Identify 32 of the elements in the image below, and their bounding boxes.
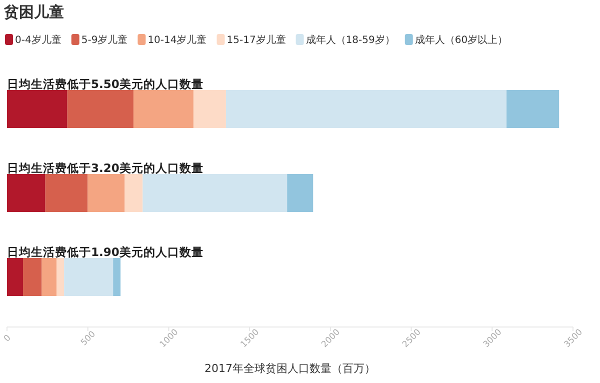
legend-label: 5-9岁儿童 (81, 34, 128, 46)
bar (45, 174, 88, 212)
bar (287, 174, 314, 212)
bar (64, 258, 114, 296)
bar (133, 90, 194, 128)
chart-title: 贫困儿童 (3, 3, 64, 21)
y-tick-label: 日均生活费低于5.50美元的人口数量 (7, 77, 204, 91)
y-tick-label: 日均生活费低于3.20美元的人口数量 (7, 161, 204, 175)
legend-item: 15-17岁儿童 (216, 34, 286, 46)
legend-item: 成年人（60岁以上） (404, 34, 508, 46)
bar (226, 90, 507, 128)
bar (113, 258, 121, 296)
bar (124, 174, 143, 212)
legend-item: 0-4岁儿童 (5, 34, 62, 46)
x-axis-title: 2017年全球贫困人口数量（百万） (204, 362, 376, 375)
bar (56, 258, 64, 296)
legend-label: 0-4岁儿童 (15, 34, 62, 46)
bar (193, 90, 226, 128)
bar (7, 90, 68, 128)
legend-item: 10-14岁儿童 (138, 34, 207, 46)
bar (88, 174, 125, 212)
bar (7, 258, 24, 296)
legend-item: 5-9岁儿童 (71, 34, 128, 46)
bar (67, 90, 134, 128)
y-tick-label: 日均生活费低于1.90美元的人口数量 (7, 245, 204, 259)
x-tick-label: 0 (2, 333, 14, 344)
legend-item: 成年人（18-59岁） (296, 34, 395, 46)
bar (23, 258, 42, 296)
bar (142, 174, 288, 212)
bar (7, 174, 46, 212)
bar (506, 90, 560, 128)
bar (42, 258, 56, 296)
